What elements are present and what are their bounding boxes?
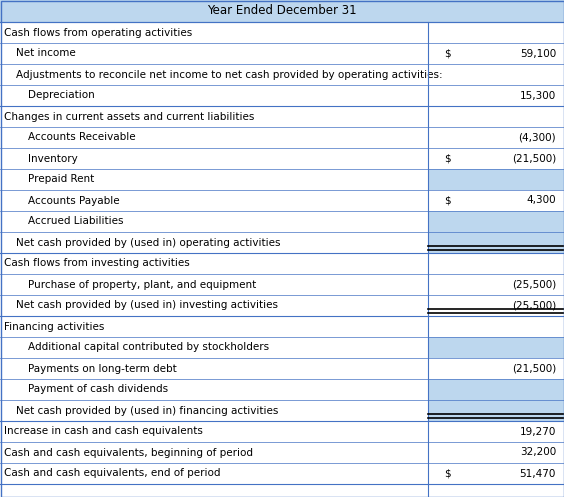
Text: 4,300: 4,300 xyxy=(526,195,556,205)
Bar xyxy=(428,169,564,190)
Text: Net cash provided by (used in) operating activities: Net cash provided by (used in) operating… xyxy=(16,238,280,248)
Text: 15,300: 15,300 xyxy=(520,90,556,100)
Text: Accounts Payable: Accounts Payable xyxy=(28,195,120,205)
Text: $: $ xyxy=(444,49,451,59)
Text: (21,500): (21,500) xyxy=(512,363,556,374)
Bar xyxy=(428,337,564,358)
Bar xyxy=(428,211,564,232)
Text: Adjustments to reconcile net income to net cash provided by operating activities: Adjustments to reconcile net income to n… xyxy=(16,70,443,80)
Text: (21,500): (21,500) xyxy=(512,154,556,164)
Text: Year Ended December 31: Year Ended December 31 xyxy=(207,4,357,17)
Text: Cash flows from operating activities: Cash flows from operating activities xyxy=(4,27,192,37)
Text: Payment of cash dividends: Payment of cash dividends xyxy=(28,385,168,395)
Text: Net cash provided by (used in) investing activities: Net cash provided by (used in) investing… xyxy=(16,301,278,311)
Text: (25,500): (25,500) xyxy=(512,279,556,289)
Text: Inventory: Inventory xyxy=(28,154,78,164)
Text: Depreciation: Depreciation xyxy=(28,90,95,100)
Bar xyxy=(428,400,564,421)
Text: 32,200: 32,200 xyxy=(520,447,556,458)
Text: 59,100: 59,100 xyxy=(520,49,556,59)
Text: Net cash provided by (used in) financing activities: Net cash provided by (used in) financing… xyxy=(16,406,279,415)
Text: Cash and cash equivalents, beginning of period: Cash and cash equivalents, beginning of … xyxy=(4,447,253,458)
Text: $: $ xyxy=(444,469,451,479)
Text: Increase in cash and cash equivalents: Increase in cash and cash equivalents xyxy=(4,426,203,436)
Text: Cash flows from investing activities: Cash flows from investing activities xyxy=(4,258,190,268)
Text: Net income: Net income xyxy=(16,49,76,59)
Text: Payments on long-term debt: Payments on long-term debt xyxy=(28,363,177,374)
Bar xyxy=(428,379,564,400)
Bar xyxy=(0,0,564,22)
Text: Accounts Receivable: Accounts Receivable xyxy=(28,133,135,143)
Text: (4,300): (4,300) xyxy=(518,133,556,143)
Text: Accrued Liabilities: Accrued Liabilities xyxy=(28,217,124,227)
Text: Financing activities: Financing activities xyxy=(4,322,104,331)
Text: Cash and cash equivalents, end of period: Cash and cash equivalents, end of period xyxy=(4,469,221,479)
Text: Purchase of property, plant, and equipment: Purchase of property, plant, and equipme… xyxy=(28,279,256,289)
Text: $: $ xyxy=(444,195,451,205)
Text: 51,470: 51,470 xyxy=(519,469,556,479)
Text: Additional capital contributed by stockholders: Additional capital contributed by stockh… xyxy=(28,342,269,352)
Text: (25,500): (25,500) xyxy=(512,301,556,311)
Text: Prepaid Rent: Prepaid Rent xyxy=(28,174,94,184)
Text: $: $ xyxy=(444,154,451,164)
Text: Changes in current assets and current liabilities: Changes in current assets and current li… xyxy=(4,111,254,121)
Bar xyxy=(428,232,564,253)
Text: 19,270: 19,270 xyxy=(519,426,556,436)
